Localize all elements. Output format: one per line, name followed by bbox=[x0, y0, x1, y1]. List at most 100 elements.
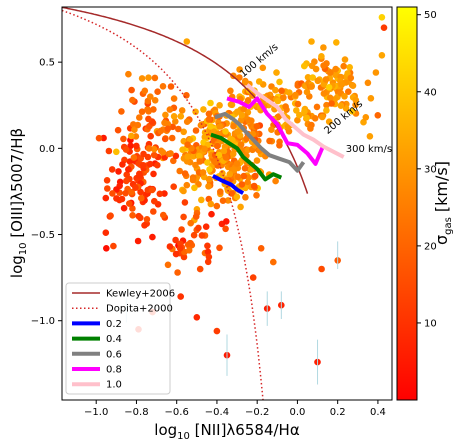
scatter-point bbox=[276, 78, 283, 86]
scatter-point bbox=[216, 244, 223, 252]
scatter-point bbox=[320, 62, 327, 69]
scatter-point bbox=[132, 184, 139, 191]
scatter-point bbox=[193, 314, 201, 321]
legend-label: 0.8 bbox=[106, 365, 122, 376]
scatter-point bbox=[325, 118, 333, 125]
scatter-points bbox=[95, 13, 388, 366]
scatter-point bbox=[136, 114, 143, 121]
scatter-point bbox=[233, 193, 241, 201]
legend-box bbox=[65, 282, 171, 395]
colorbar: 10 20 30 40 50 σgas [km/s] bbox=[396, 6, 454, 401]
scatter-point bbox=[172, 236, 179, 244]
scatter-point bbox=[195, 224, 202, 232]
scatter-point bbox=[213, 202, 221, 210]
scatter-point bbox=[206, 166, 213, 173]
scatter-point bbox=[207, 200, 215, 208]
scatter-point bbox=[243, 135, 250, 143]
scatter-point bbox=[160, 211, 167, 219]
scatter-point bbox=[143, 216, 151, 223]
colorbar-tick-label: 40 bbox=[424, 87, 437, 98]
scatter-point bbox=[204, 248, 212, 256]
scatter-point bbox=[205, 116, 213, 123]
scatter-point bbox=[307, 125, 314, 132]
track-0-2 bbox=[211, 174, 245, 195]
scatter-point bbox=[122, 189, 129, 197]
scatter-point bbox=[313, 103, 321, 111]
scatter-point bbox=[244, 179, 251, 186]
scatter-point bbox=[276, 142, 283, 149]
scatter-point bbox=[170, 157, 177, 165]
scatter-point bbox=[228, 190, 236, 197]
scatter-point bbox=[145, 74, 152, 81]
scatter-point bbox=[136, 172, 143, 179]
scatter-point bbox=[244, 97, 252, 104]
scatter-point bbox=[129, 212, 136, 219]
scatter-point bbox=[229, 136, 236, 144]
scatter-point bbox=[118, 195, 126, 203]
scatter-point bbox=[214, 142, 221, 150]
scatter-point bbox=[201, 145, 208, 153]
y-tick-label: −1.0 bbox=[31, 316, 55, 327]
scatter-point bbox=[352, 96, 360, 104]
track-0-4 bbox=[210, 132, 283, 182]
scatter-point bbox=[123, 171, 130, 178]
scatter-point bbox=[161, 119, 168, 127]
scatter-point bbox=[183, 38, 191, 45]
scatter-point bbox=[207, 99, 214, 107]
scatter-point bbox=[167, 150, 174, 157]
scatter-point bbox=[184, 153, 191, 160]
scatter-point bbox=[150, 170, 157, 178]
scatter-point bbox=[320, 44, 327, 51]
scatter-point bbox=[227, 101, 235, 108]
scatter-point bbox=[118, 108, 125, 115]
scatter-point bbox=[367, 95, 375, 102]
scatter-point bbox=[175, 125, 182, 133]
scatter-point bbox=[286, 89, 293, 96]
scatter-point bbox=[216, 123, 223, 130]
scatter-point bbox=[141, 222, 148, 229]
scatter-point bbox=[234, 128, 241, 135]
scatter-point bbox=[109, 190, 116, 197]
scatter-point bbox=[198, 232, 206, 239]
scatter-point bbox=[178, 107, 186, 114]
scatter-point bbox=[308, 38, 315, 45]
scatter-point bbox=[380, 24, 388, 32]
track-0-6 bbox=[214, 111, 306, 173]
scatter-point bbox=[220, 147, 228, 155]
scatter-point bbox=[236, 66, 243, 73]
scatter-point bbox=[233, 160, 241, 167]
scatter-point bbox=[223, 218, 230, 225]
scatter-point bbox=[338, 81, 346, 88]
scatter-point bbox=[170, 113, 178, 120]
scatter-point bbox=[257, 245, 265, 252]
scatter-point bbox=[130, 154, 138, 161]
scatter-point bbox=[345, 88, 352, 95]
scatter-point bbox=[303, 114, 311, 122]
scatter-point bbox=[145, 145, 153, 152]
scatter-point bbox=[195, 152, 203, 160]
x-axis-label: log10 [NII]λ6584/Hα bbox=[154, 421, 300, 442]
scatter-point bbox=[196, 158, 204, 165]
scatter-point bbox=[161, 135, 169, 143]
x-tick-label: 0.0 bbox=[289, 407, 305, 418]
scatter-point bbox=[301, 108, 308, 115]
scatter-point bbox=[238, 111, 246, 119]
scatter-point bbox=[205, 253, 213, 261]
colorbar-gradient bbox=[396, 6, 418, 401]
scatter-point bbox=[255, 78, 263, 85]
scatter-point bbox=[238, 181, 246, 188]
scatter-point bbox=[273, 69, 280, 76]
scatter-point bbox=[226, 170, 234, 178]
scatter-point bbox=[237, 203, 244, 211]
scatter-point bbox=[103, 245, 110, 252]
model-tracks bbox=[210, 83, 345, 195]
scatter-point bbox=[294, 116, 301, 124]
scatter-point bbox=[211, 158, 219, 166]
scatter-point bbox=[154, 88, 161, 95]
scatter-point bbox=[348, 108, 356, 115]
scatter-point bbox=[191, 184, 198, 192]
scatter-point bbox=[148, 186, 156, 194]
scatter-point bbox=[372, 69, 380, 76]
scatter-point bbox=[168, 134, 176, 142]
